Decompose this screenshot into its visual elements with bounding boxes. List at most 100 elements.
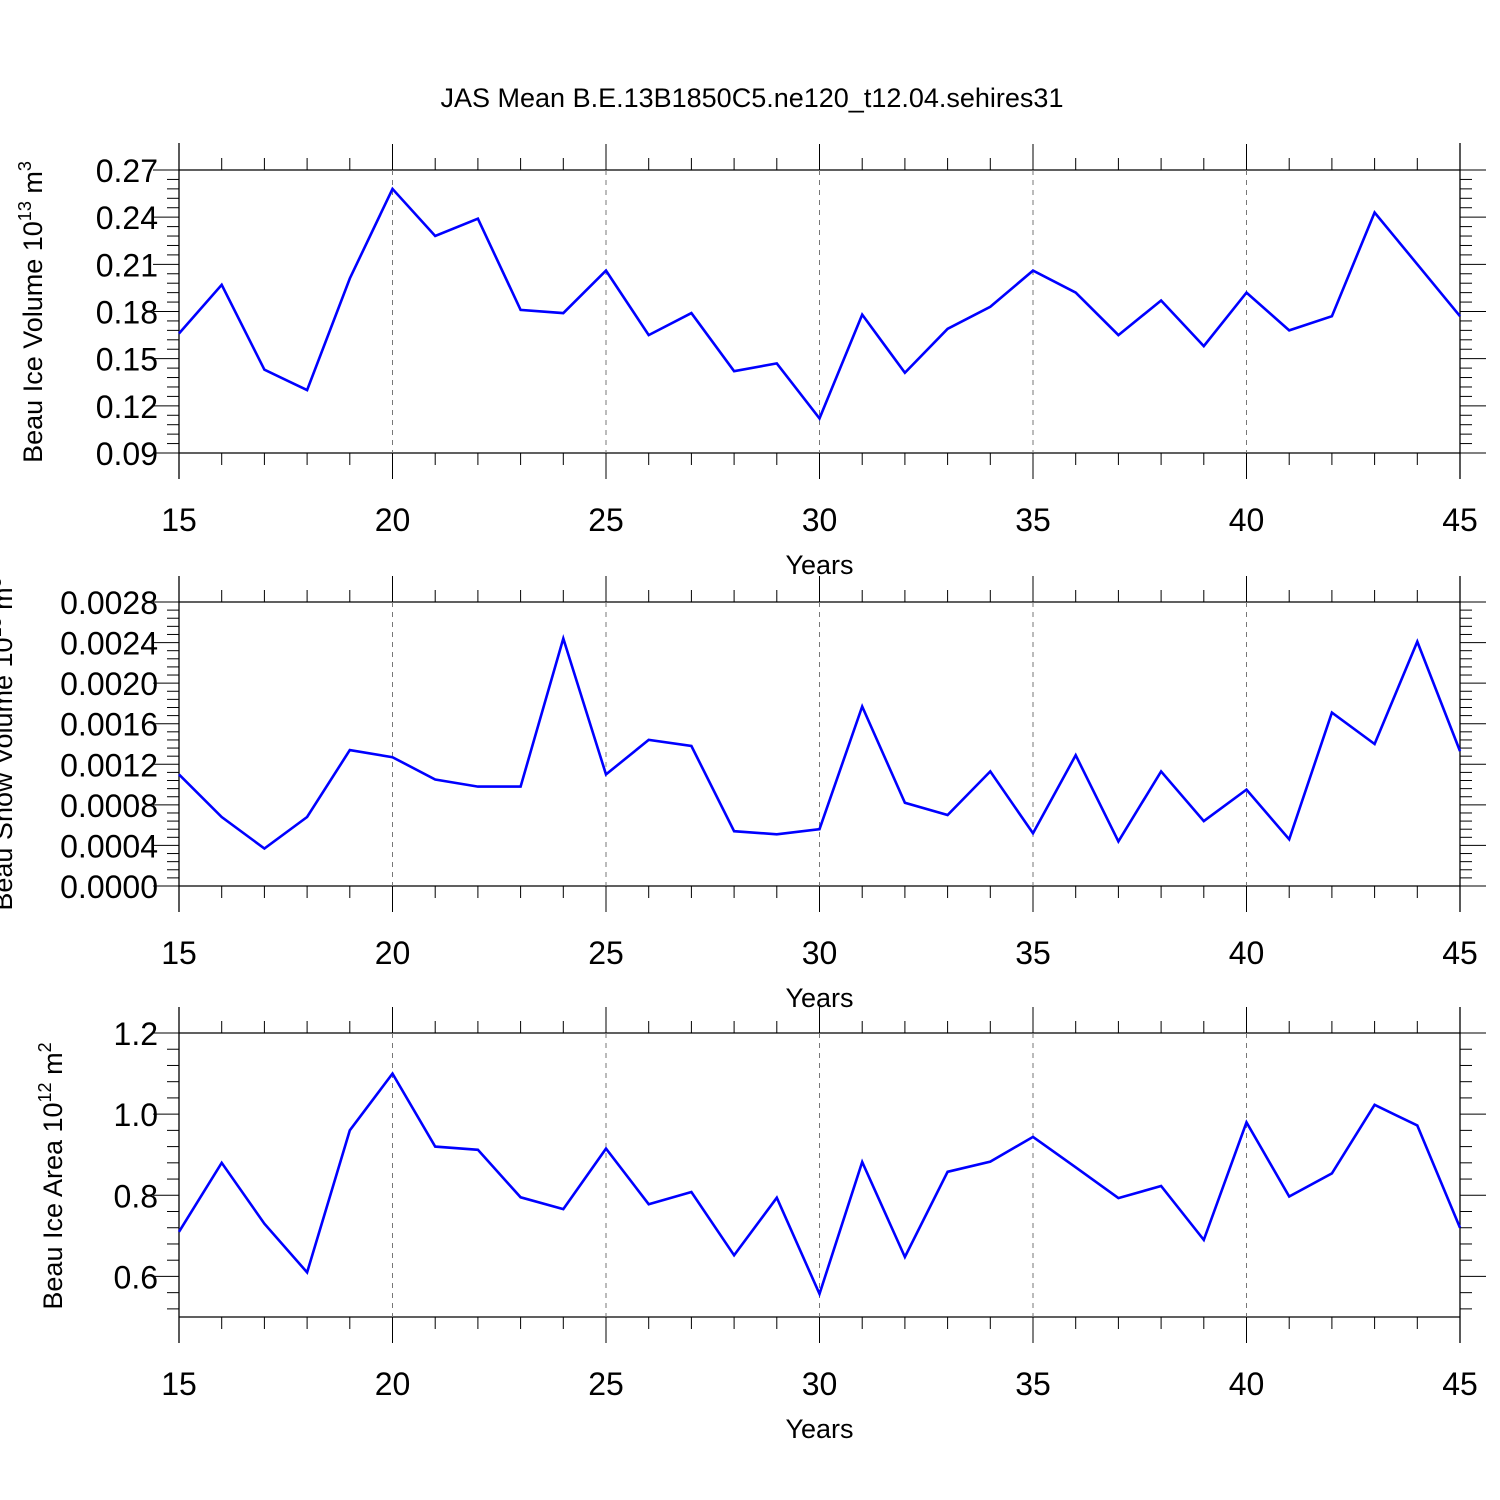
panel-1: 0.09 0.12 0.15 0.18 0.21 0.24 0.27 15 20 25 30 35 40…: [15, 143, 1486, 580]
y-tick-label: 0.21: [96, 247, 158, 283]
data-point: [1373, 1103, 1376, 1106]
data-point: [946, 814, 949, 817]
y-tick-label: 0.0012: [60, 747, 158, 783]
data-point: [434, 778, 437, 781]
data-point: [263, 368, 266, 371]
data-point: [690, 312, 693, 315]
data-point: [1288, 838, 1291, 841]
y-tick-label: 1.0: [114, 1097, 158, 1133]
x-tick-label: 35: [1015, 1366, 1051, 1402]
data-point: [861, 705, 864, 708]
data-point: [391, 1072, 394, 1075]
data-point: [1202, 820, 1205, 823]
data-point: [178, 332, 181, 335]
data-point: [647, 738, 650, 741]
data-line: [178, 633, 1462, 851]
data-point: [946, 327, 949, 330]
data-point: [178, 773, 181, 776]
x-tick-label: 30: [802, 1366, 838, 1402]
data-point: [733, 830, 736, 833]
y-tick-label: 0.0008: [60, 788, 158, 824]
y-tick-label: 0.6: [114, 1259, 158, 1295]
x-tick-label: 30: [802, 935, 838, 971]
y-tick-label: 0.12: [96, 389, 158, 425]
y-tick-label: 0.24: [96, 200, 158, 236]
data-point: [1032, 269, 1035, 272]
data-point: [519, 785, 522, 788]
data-point: [519, 1196, 522, 1199]
x-tick-label: 40: [1229, 935, 1265, 971]
data-point: [476, 217, 479, 220]
data-point: [562, 1208, 565, 1211]
data-point: [263, 1222, 266, 1225]
y-tick-label: 0.0000: [60, 869, 158, 905]
x-tick-label: 35: [1015, 935, 1051, 971]
data-point: [690, 1191, 693, 1194]
data-point: [1245, 788, 1248, 791]
data-point: [1160, 1184, 1163, 1187]
data-point: [348, 749, 351, 752]
x-tick-label: 20: [375, 502, 411, 538]
data-point: [220, 1161, 223, 1164]
x-tick-label: 25: [588, 502, 624, 538]
panel-3: 0.6 0.8 1.0 1.2 15 20 25 30 35 40 45 Years Beau Ice …: [35, 1007, 1486, 1444]
data-point: [348, 1129, 351, 1132]
data-point: [733, 370, 736, 373]
data-point: [861, 1161, 864, 1164]
y-tick-label: 0.0016: [60, 707, 158, 743]
panel-2: 0.0000 0.0004 0.0008 0.0012 0.0016 0.0020 0.00…: [0, 576, 1486, 1013]
data-point: [989, 1160, 992, 1163]
data-point: [647, 334, 650, 337]
y-tick-label: 0.18: [96, 295, 158, 331]
data-point: [775, 833, 778, 836]
data-point: [1117, 334, 1120, 337]
data-point: [1416, 640, 1419, 643]
data-point: [391, 756, 394, 759]
data-point: [903, 1255, 906, 1258]
x-tick-label: 25: [588, 935, 624, 971]
data-line: [177, 1071, 1462, 1298]
y-tick-label: 0.8: [114, 1178, 158, 1214]
y-axis-label: Beau Snow Volume 1013 m3: [0, 577, 18, 910]
data-point: [306, 389, 309, 392]
data-point: [1330, 1172, 1333, 1175]
y-axis-label: Beau Ice Area 1012 m2: [35, 1042, 68, 1309]
data-point: [220, 283, 223, 286]
data-point: [263, 847, 266, 850]
x-tick-label: 15: [161, 502, 197, 538]
data-point: [818, 828, 821, 831]
data-point: [733, 1254, 736, 1257]
data-point: [562, 312, 565, 315]
data-point: [434, 235, 437, 238]
x-tick-label: 40: [1229, 502, 1265, 538]
data-point: [690, 745, 693, 748]
data-point: [989, 770, 992, 773]
x-tick-label: 35: [1015, 502, 1051, 538]
data-point: [1202, 345, 1205, 348]
data-point: [818, 1292, 821, 1295]
data-point: [1245, 1121, 1248, 1124]
y-axis-label: Beau Ice Volume 1013 m3: [15, 161, 48, 463]
data-point: [1330, 711, 1333, 714]
data-point: [1330, 315, 1333, 318]
data-point: [1288, 1195, 1291, 1198]
data-point: [306, 1271, 309, 1274]
data-point: [903, 801, 906, 804]
data-point: [1373, 743, 1376, 746]
data-point: [434, 1145, 437, 1148]
x-axis-label: Years: [785, 1414, 853, 1444]
data-point: [775, 362, 778, 365]
x-tick-label: 15: [161, 935, 197, 971]
data-point: [1459, 750, 1462, 753]
data-point: [1160, 770, 1163, 773]
data-point: [903, 371, 906, 374]
x-tick-label: 30: [802, 502, 838, 538]
y-tick-label: 0.27: [96, 153, 158, 189]
x-tick-label: 25: [588, 1366, 624, 1402]
data-point: [1416, 1124, 1419, 1127]
data-line: [178, 186, 1462, 421]
data-point: [519, 308, 522, 311]
data-point: [178, 1230, 181, 1233]
data-point: [220, 816, 223, 819]
data-point: [1032, 1135, 1035, 1138]
